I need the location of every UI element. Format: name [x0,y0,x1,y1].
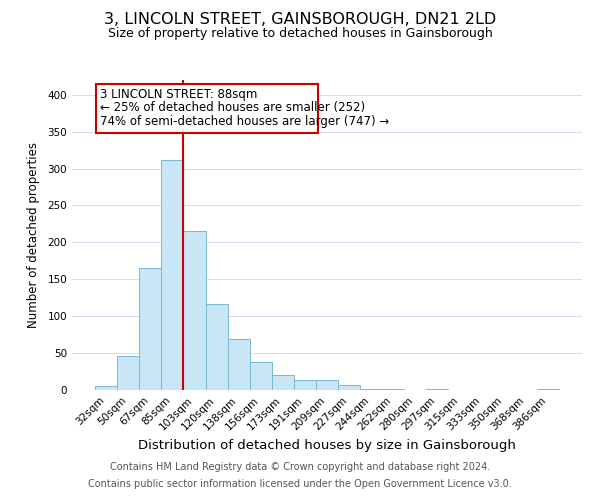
Bar [250,362,272,390]
Bar [316,380,338,390]
Y-axis label: Number of detached properties: Number of detached properties [28,142,40,328]
Bar [184,230,206,390]
Text: 3, LINCOLN STREET, GAINSBOROUGH, DN21 2LD: 3, LINCOLN STREET, GAINSBOROUGH, DN21 2L… [104,12,496,28]
Bar [272,375,294,390]
Text: Size of property relative to detached houses in Gainsborough: Size of property relative to detached ho… [107,28,493,40]
Text: ← 25% of detached houses are smaller (252): ← 25% of detached houses are smaller (25… [100,102,365,114]
Bar [382,388,404,390]
Bar [117,356,139,390]
Bar [338,385,360,390]
Text: 74% of semi-detached houses are larger (747) →: 74% of semi-detached houses are larger (… [100,114,389,128]
Text: Contains HM Land Registry data © Crown copyright and database right 2024.: Contains HM Land Registry data © Crown c… [110,462,490,472]
Bar [95,386,117,390]
Bar [294,380,316,390]
Bar [227,339,250,390]
X-axis label: Distribution of detached houses by size in Gainsborough: Distribution of detached houses by size … [138,438,516,452]
Text: Contains public sector information licensed under the Open Government Licence v3: Contains public sector information licen… [88,479,512,489]
Bar [537,388,559,390]
FancyBboxPatch shape [96,84,318,133]
Bar [206,304,227,390]
Bar [161,160,184,390]
Text: 3 LINCOLN STREET: 88sqm: 3 LINCOLN STREET: 88sqm [100,88,257,101]
Bar [139,268,161,390]
